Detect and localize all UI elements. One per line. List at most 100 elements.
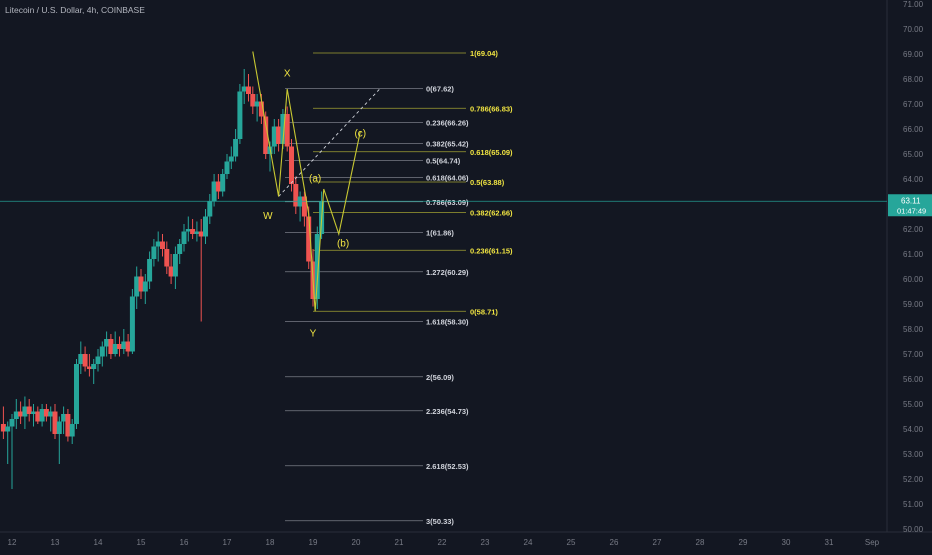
candle-body xyxy=(13,411,19,419)
x-tick-label: 27 xyxy=(653,538,662,547)
wave-label: (a) xyxy=(309,174,321,185)
candle-body xyxy=(172,254,178,277)
candle-body xyxy=(52,411,58,434)
candle-body xyxy=(151,246,157,259)
x-tick-label: 28 xyxy=(696,538,705,547)
fib-level-label: 2.236(54.73) xyxy=(426,407,469,416)
fib-level-label: 0.786(63.09) xyxy=(426,198,469,207)
y-tick-label: 56.00 xyxy=(903,375,924,384)
candle-body xyxy=(78,354,84,364)
y-tick-label: 60.00 xyxy=(903,275,924,284)
fib-level-label: 0(67.62) xyxy=(426,85,454,94)
candle-body xyxy=(246,86,251,94)
candle-body xyxy=(39,409,45,422)
chart-title: Litecoin / U.S. Dollar, 4h, COINBASE xyxy=(5,5,145,15)
candle-body xyxy=(207,201,213,217)
y-tick-label: 69.00 xyxy=(903,50,924,59)
candle-body xyxy=(134,276,140,297)
wave-label: (c) xyxy=(354,129,366,140)
x-tick-label: 16 xyxy=(180,538,189,547)
candle-body xyxy=(31,411,36,414)
candle-body xyxy=(237,91,243,139)
x-tick-label: 25 xyxy=(567,538,576,547)
candle-body xyxy=(112,344,118,354)
candle-body xyxy=(164,249,170,267)
x-tick-label: 23 xyxy=(481,538,490,547)
y-tick-label: 64.00 xyxy=(903,175,924,184)
y-tick-label: 65.00 xyxy=(903,150,924,159)
y-tick-label: 52.00 xyxy=(903,475,924,484)
candle-body xyxy=(18,411,24,417)
candle-body xyxy=(241,86,247,92)
candle-body xyxy=(211,181,217,202)
candle-body xyxy=(258,101,264,117)
candle-body xyxy=(168,266,174,277)
candle-body xyxy=(108,339,114,354)
fib-ext-label: 0.786(66.83) xyxy=(470,104,513,113)
wave-label: Y xyxy=(310,329,317,340)
x-tick-label: 12 xyxy=(8,538,17,547)
candle-body xyxy=(117,344,122,349)
candle-body xyxy=(22,406,28,417)
candle-body xyxy=(86,366,92,369)
candle-body xyxy=(125,341,131,352)
candle-body xyxy=(48,411,54,417)
x-tick-label: 24 xyxy=(524,538,533,547)
interval: 4h xyxy=(86,5,97,15)
candle-countdown: 01:47:49 xyxy=(897,206,926,215)
y-tick-label: 53.00 xyxy=(903,450,924,459)
candle-body xyxy=(271,126,277,147)
candle-body xyxy=(228,156,234,162)
candle-body xyxy=(301,196,307,217)
candle-body xyxy=(215,181,221,192)
candle-body xyxy=(220,174,226,192)
candle-body xyxy=(177,244,183,254)
candle-body xyxy=(5,426,11,432)
fib-level-label: 1(61.86) xyxy=(426,229,454,238)
candle-body xyxy=(314,234,320,299)
fib-level-label: 3(50.33) xyxy=(426,517,454,526)
candle-body xyxy=(190,229,196,234)
candle-body xyxy=(104,339,110,347)
last-price-value: 63.11 xyxy=(901,196,921,205)
x-tick-label: 15 xyxy=(137,538,146,547)
x-tick-label: 29 xyxy=(739,538,748,547)
fib-level-label: 0.5(64.74) xyxy=(426,157,461,166)
fib-ext-label: 1(69.04) xyxy=(470,49,498,58)
candle-body xyxy=(289,146,294,184)
candle-body xyxy=(306,216,312,262)
x-tick-label: 26 xyxy=(610,538,619,547)
trend-dashed-line xyxy=(278,88,380,197)
candle-body xyxy=(69,424,75,437)
y-tick-label: 71.00 xyxy=(903,0,924,9)
wave-label: W xyxy=(263,211,273,222)
wave-path xyxy=(252,51,361,312)
candle-body xyxy=(0,424,6,432)
fib-ext-label: 0.236(61.15) xyxy=(470,246,513,255)
y-tick-label: 55.00 xyxy=(903,400,924,409)
y-tick-label: 54.00 xyxy=(903,425,924,434)
candle-body xyxy=(284,114,290,147)
candle-body xyxy=(254,101,260,107)
candle-body xyxy=(26,406,32,414)
candle-body xyxy=(121,341,127,349)
candle-body xyxy=(250,94,256,107)
candle-body xyxy=(203,216,208,237)
x-tick-label: 18 xyxy=(266,538,275,547)
y-tick-label: 66.00 xyxy=(903,125,924,134)
candle-body xyxy=(43,409,49,417)
candle-body xyxy=(138,276,144,292)
candle-body xyxy=(233,139,239,157)
candle-body xyxy=(142,281,148,292)
x-tick-label: Sep xyxy=(865,538,880,547)
candle-body xyxy=(280,114,286,144)
candle-body xyxy=(198,231,204,237)
candle-body xyxy=(293,184,299,207)
candle-body xyxy=(91,364,97,369)
candle-body xyxy=(82,354,88,367)
fib-level-label: 2(56.09) xyxy=(426,373,454,382)
y-tick-label: 58.00 xyxy=(903,325,924,334)
y-tick-label: 70.00 xyxy=(903,25,924,34)
